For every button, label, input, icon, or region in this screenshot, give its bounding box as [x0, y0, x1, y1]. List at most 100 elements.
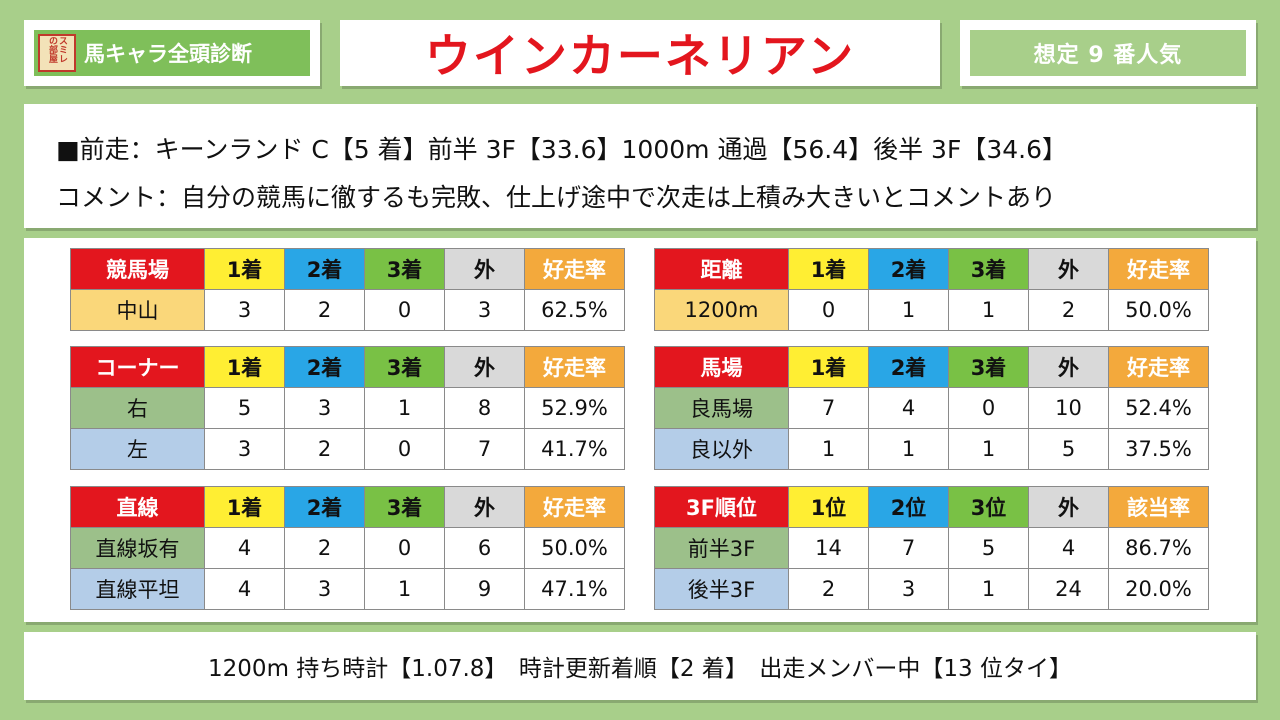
popularity-panel: 想定 9 番人気: [960, 20, 1256, 86]
header-label: 距離: [654, 248, 789, 290]
header-rate: 好走率: [524, 248, 625, 290]
cell-other: 8: [444, 387, 525, 429]
cell-rate: 52.9%: [524, 387, 625, 429]
course-table: 競馬場 1着 2着 3着 外 好走率 中山 3 2 0 3 62.5%: [70, 248, 625, 331]
table-header-row: 距離 1着 2着 3着 外 好走率: [654, 248, 1209, 290]
cell-third: 5: [948, 527, 1029, 569]
header-label: 競馬場: [70, 248, 205, 290]
cell-second: 1: [868, 289, 949, 331]
cell-third: 1: [948, 428, 1029, 470]
cell-other: 5: [1028, 428, 1109, 470]
header-other: 外: [1028, 486, 1109, 528]
cell-other: 6: [444, 527, 525, 569]
cell-other: 2: [1028, 289, 1109, 331]
header-second: 2位: [868, 486, 949, 528]
cell-first: 4: [204, 527, 285, 569]
row-label: 中山: [70, 289, 205, 331]
header-third: 3着: [948, 248, 1029, 290]
distance-table: 距離 1着 2着 3着 外 好走率 1200m 0 1 1 2 50.0%: [654, 248, 1209, 331]
header-rate: 好走率: [524, 486, 625, 528]
table-row: 良馬場 7 4 0 10 52.4%: [654, 387, 1209, 429]
table-row: 左 3 2 0 7 41.7%: [70, 428, 625, 470]
row-label: 良以外: [654, 428, 789, 470]
corner-table: コーナー 1着 2着 3着 外 好走率 右 5 3 1 8 52.9% 左 3 …: [70, 346, 625, 470]
row-label: 右: [70, 387, 205, 429]
horse-name: ウインカーネリアン: [340, 20, 940, 86]
header-other: 外: [444, 346, 525, 388]
cell-second: 4: [868, 387, 949, 429]
track-condition-table: 馬場 1着 2着 3着 外 好走率 良馬場 7 4 0 10 52.4% 良以外…: [654, 346, 1209, 470]
rank-3f-table: 3F順位 1位 2位 3位 外 該当率 前半3F 14 7 5 4 86.7% …: [654, 486, 1209, 610]
table-row: 1200m 0 1 1 2 50.0%: [654, 289, 1209, 331]
stats-panel: 競馬場 1着 2着 3着 外 好走率 中山 3 2 0 3 62.5% 距離 1…: [24, 238, 1256, 622]
table-header-row: 直線 1着 2着 3着 外 好走率: [70, 486, 625, 528]
header-third: 3着: [948, 346, 1029, 388]
header-label: コーナー: [70, 346, 205, 388]
header-other: 外: [444, 248, 525, 290]
cell-rate: 62.5%: [524, 289, 625, 331]
cell-rate: 50.0%: [1108, 289, 1209, 331]
header-other: 外: [1028, 248, 1109, 290]
row-label: 直線平坦: [70, 568, 205, 610]
cell-first: 2: [788, 568, 869, 610]
popularity-badge: 想定 9 番人気: [970, 30, 1246, 76]
previous-race-line: ■前走：キーンランド C【5 着】前半 3F【33.6】1000m 通過【56.…: [56, 135, 1068, 164]
header-third: 3着: [364, 346, 445, 388]
cell-third: 0: [364, 428, 445, 470]
header-first: 1着: [788, 346, 869, 388]
cell-second: 3: [284, 387, 365, 429]
header-third: 3位: [948, 486, 1029, 528]
header-label: 馬場: [654, 346, 789, 388]
straight-table: 直線 1着 2着 3着 外 好走率 直線坂有 4 2 0 6 50.0% 直線平…: [70, 486, 625, 610]
cell-other: 24: [1028, 568, 1109, 610]
header-other: 外: [444, 486, 525, 528]
row-label: 直線坂有: [70, 527, 205, 569]
row-label: 左: [70, 428, 205, 470]
comment-line: コメント：自分の競馬に徹するも完敗、仕上げ途中で次走は上積み大きいとコメントあり: [56, 183, 1057, 212]
previous-race-info: ■前走：キーンランド C【5 着】前半 3F【33.6】1000m 通過【56.…: [24, 104, 1256, 228]
cell-other: 9: [444, 568, 525, 610]
header-rate: 好走率: [1108, 346, 1209, 388]
row-label: 後半3F: [654, 568, 789, 610]
cell-first: 7: [788, 387, 869, 429]
cell-rate: 37.5%: [1108, 428, 1209, 470]
brand-title: 馬キャラ全頭診断: [84, 42, 252, 66]
cell-first: 1: [788, 428, 869, 470]
cell-first: 4: [204, 568, 285, 610]
header-second: 2着: [868, 248, 949, 290]
cell-other: 4: [1028, 527, 1109, 569]
cell-second: 2: [284, 428, 365, 470]
cell-third: 0: [948, 387, 1029, 429]
cell-other: 7: [444, 428, 525, 470]
cell-first: 14: [788, 527, 869, 569]
cell-first: 3: [204, 428, 285, 470]
best-time-summary: 1200m 持ち時計【1.07.8】 時計更新着順【2 着】 出走メンバー中【1…: [24, 632, 1256, 700]
header-second: 2着: [868, 346, 949, 388]
cell-second: 1: [868, 428, 949, 470]
header-second: 2着: [284, 486, 365, 528]
cell-third: 0: [364, 527, 445, 569]
row-label: 良馬場: [654, 387, 789, 429]
header-first: 1着: [204, 346, 285, 388]
cell-second: 2: [284, 289, 365, 331]
table-row: 直線平坦 4 3 1 9 47.1%: [70, 568, 625, 610]
cell-second: 3: [868, 568, 949, 610]
table-row: 前半3F 14 7 5 4 86.7%: [654, 527, 1209, 569]
cell-rate: 50.0%: [524, 527, 625, 569]
header-first: 1着: [204, 248, 285, 290]
cell-third: 1: [948, 289, 1029, 331]
cell-rate: 41.7%: [524, 428, 625, 470]
header-label: 3F順位: [654, 486, 789, 528]
cell-second: 7: [868, 527, 949, 569]
cell-third: 0: [364, 289, 445, 331]
header-other: 外: [1028, 346, 1109, 388]
table-header-row: 3F順位 1位 2位 3位 外 該当率: [654, 486, 1209, 528]
logo: スミレの部屋: [38, 34, 76, 72]
table-row: 右 5 3 1 8 52.9%: [70, 387, 625, 429]
cell-rate: 47.1%: [524, 568, 625, 610]
cell-rate: 86.7%: [1108, 527, 1209, 569]
table-row: 後半3F 2 3 1 24 20.0%: [654, 568, 1209, 610]
table-header-row: 馬場 1着 2着 3着 外 好走率: [654, 346, 1209, 388]
cell-other: 10: [1028, 387, 1109, 429]
header-rate: 好走率: [524, 346, 625, 388]
